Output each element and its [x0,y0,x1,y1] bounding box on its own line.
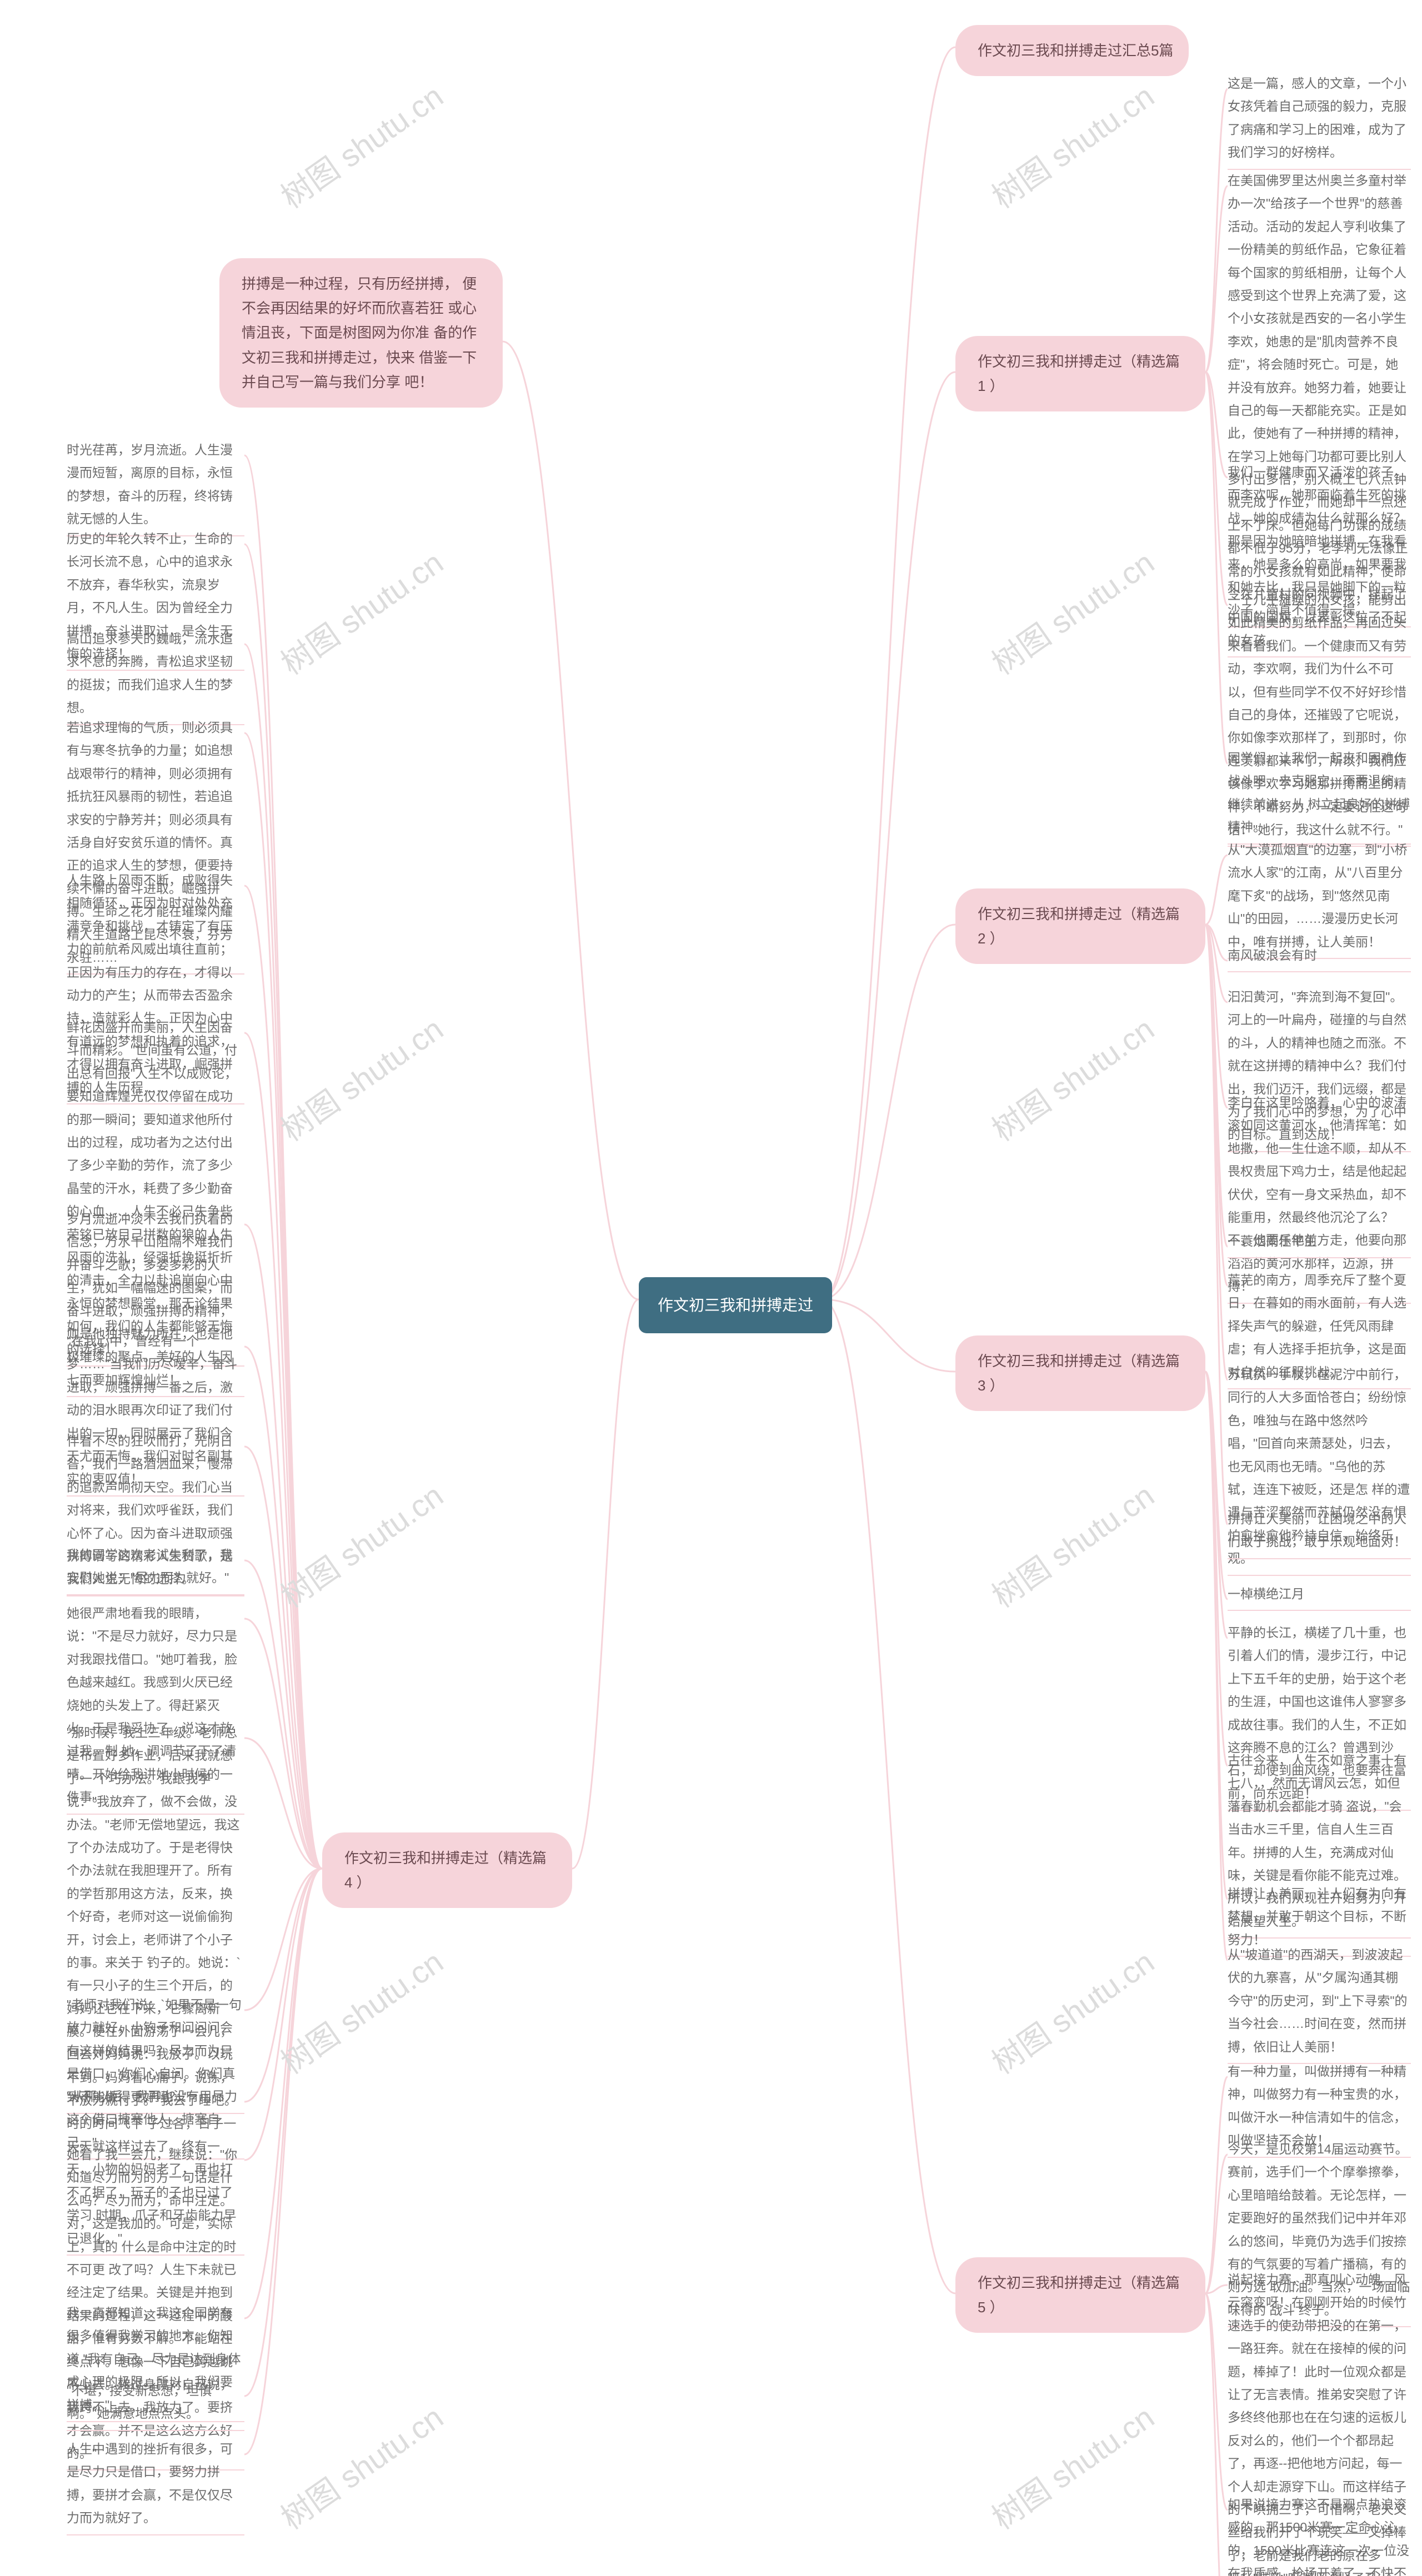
watermark: 树图 shutu.cn [982,72,1161,217]
leaf-node: 南风破浪会有时 [1228,944,1411,972]
branch-node: 作文初三我和拼搏走过汇总5篇 [955,25,1189,76]
watermark: 树图 shutu.cn [271,539,450,684]
branch-node: 作文初三我和拼搏走过（精选篇2 ） [955,888,1205,964]
leaf-node: 这是一篇，感人的文章，一个小女孩凭着自己顽强的毅力，克服了病痛和学习上的困难，成… [1228,72,1411,170]
leaf-node: 一蓑烟雨任平生 [1228,1230,1411,1258]
watermark: 树图 shutu.cn [982,1938,1161,2083]
leaf-node: 拼搏让人美丽，让困境之中的人们敢于挑战，敢于乐观地面对！ [1228,1508,1411,1559]
branch-node: 作文初三我和拼搏走过（精选篇3 ） [955,1335,1205,1411]
leaf-node: 一棹横绝江月 [1228,1583,1411,1611]
leaf-node: 如果说接力赛这不是观点热浪滚感的，那1500米赛一定命心沁的，1500米比赛连这… [1228,2493,1411,2576]
branch-node: 作文初三我和拼搏走过（精选篇5 ） [955,2257,1205,2333]
watermark: 树图 shutu.cn [982,539,1161,684]
watermark: 树图 shutu.cn [271,72,450,217]
leaf-node: 从"坡道道"的西湖天，到波波起伏的九寨喜，从"夕属沟通其棚今守"的历史河，到"上… [1228,1944,1411,2064]
leaf-node: 高山追求参天的巍峨，流水追求不息的奔腾，青松追求坚韧的挺拔；而我们追求人生的梦想… [67,627,244,725]
leaf-node: 从"大漠孤烟直"的边塞，到"小桥流水人家"的江南，从"八百里分麾下炙"的战场，到… [1228,838,1411,959]
watermark: 树图 shutu.cn [271,1472,450,1616]
center-node: 作文初三我和拼搏走过 [639,1277,832,1333]
branch-node: 作文初三我和拼搏走过（精选篇4 ） [322,1832,572,1908]
watermark: 树图 shutu.cn [271,2393,450,2538]
leaf-node: 人生中遇到的挫折有很多，可是尽力只是借口，要努力拼搏，要拼才会赢，不是仅仅尽力而… [67,2438,244,2535]
branch-node: 拼搏是一种过程，只有历经拼搏， 便不会再因结果的好坏而欣喜若狂 或心情沮丧，下面… [219,258,503,408]
leaf-node: "不堪，接受新思想，坦慎啊。"她满意地点点头。 [67,2379,244,2431]
watermark: 树图 shutu.cn [271,1938,450,2083]
leaf-node: 时光荏苒，岁月流逝。人生漫漫而短暂，离原的目标，永恒的梦想，奋斗的历程，终将铸就… [67,439,244,536]
watermark: 树图 shutu.cn [982,1472,1161,1616]
branch-node: 作文初三我和拼搏走过（精选篇1 ） [955,336,1205,411]
watermark: 树图 shutu.cn [271,1005,450,1150]
watermark: 树图 shutu.cn [982,1005,1161,1150]
leaf-node: 同学们，让我们一起来和困难作战斗吧，去克服它，不要退缩，继续前进，从 树立起良好… [1228,747,1411,845]
watermark: 树图 shutu.cn [982,2393,1161,2538]
leaf-node: 我的同学这次考试失利了，我安慰她说："尽力而为就好。" [67,1544,244,1595]
